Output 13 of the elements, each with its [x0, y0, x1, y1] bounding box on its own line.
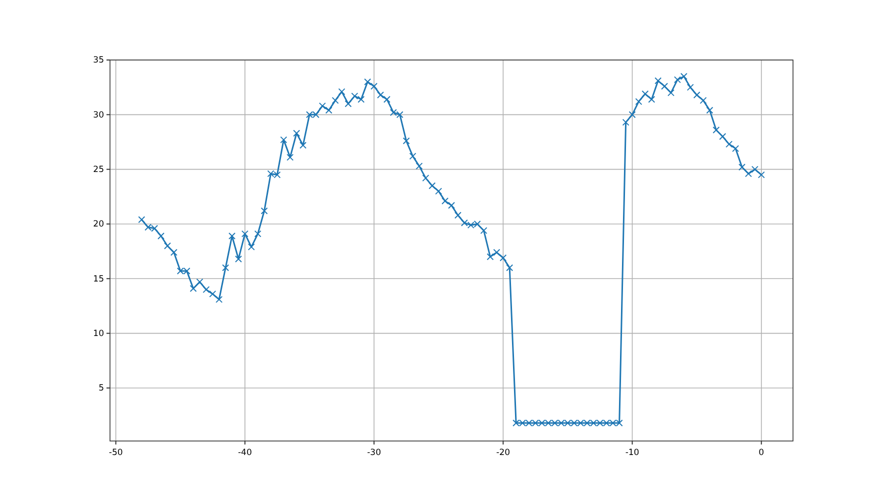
- y-tick-label: 5: [98, 384, 104, 394]
- y-tick-label: 15: [93, 274, 104, 284]
- x-tick-label: -10: [625, 448, 640, 458]
- y-tick-label: 20: [93, 220, 104, 230]
- x-tick-label: 0: [758, 448, 764, 458]
- x-tick-label: -30: [367, 448, 381, 458]
- y-tick-label: 25: [93, 165, 104, 176]
- y-tick-label: 30: [93, 110, 104, 120]
- x-tick-label: -50: [108, 448, 123, 458]
- y-tick-label: 35: [93, 56, 104, 66]
- x-tick-label: -40: [238, 448, 252, 458]
- x-tick-label: -20: [496, 448, 510, 458]
- y-tick-label: 10: [93, 329, 104, 340]
